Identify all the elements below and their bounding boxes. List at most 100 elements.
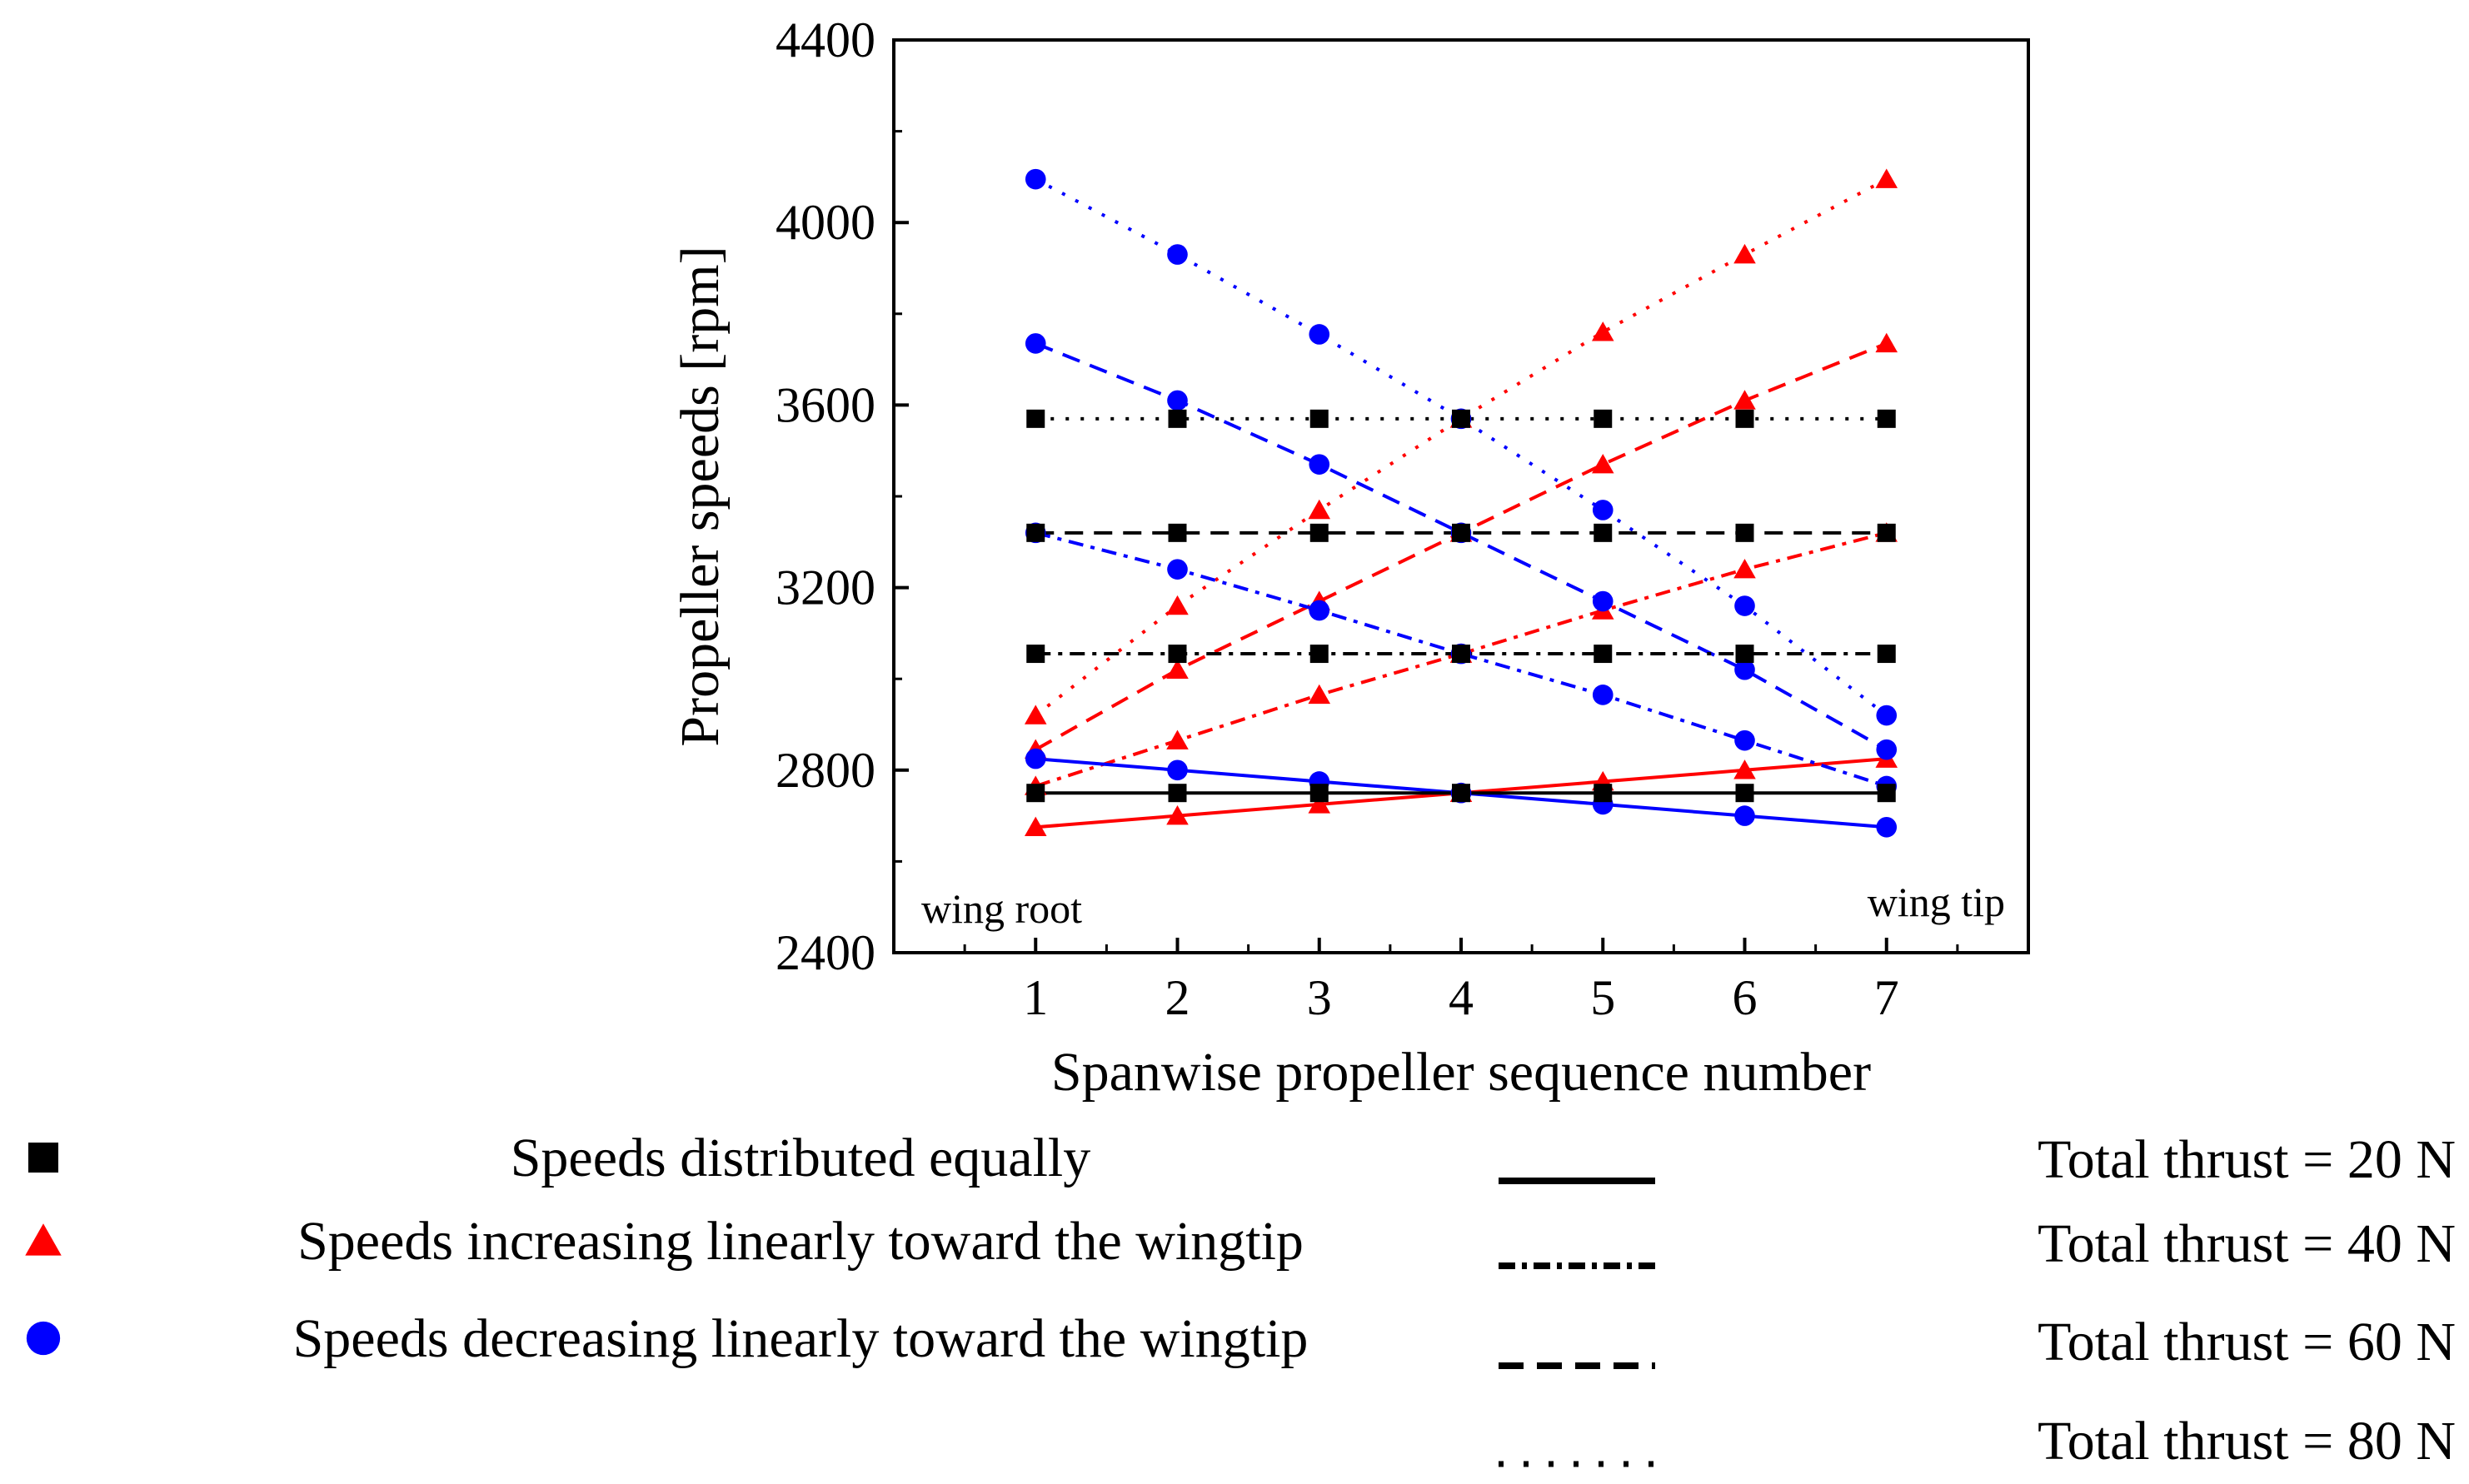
series-line	[1035, 177, 1888, 717]
data-point	[1308, 794, 1331, 814]
data-point	[1592, 590, 1614, 612]
x-axis-ticks: 1 2 3 4 5 6 7	[963, 938, 1959, 1025]
data-point	[1734, 730, 1755, 751]
data-point	[1877, 645, 1896, 664]
data-point	[1734, 659, 1755, 680]
y-tick-label: 3200	[776, 560, 875, 615]
legend-marker	[25, 1223, 62, 1256]
data-point	[1735, 409, 1754, 428]
data-point	[1309, 409, 1329, 428]
data-point	[1452, 784, 1470, 803]
x-tick-label: 1	[1023, 970, 1048, 1025]
data-point	[1309, 600, 1330, 621]
data-point	[1594, 523, 1613, 542]
data-point	[1026, 645, 1045, 664]
legend-thrust-label: Total thrust = 20 N	[2038, 1129, 2456, 1190]
data-point	[1875, 168, 1898, 188]
data-point	[1024, 816, 1047, 837]
legend-markers: Speeds distributed equally Speeds increas…	[25, 1128, 1308, 1369]
data-point	[1876, 705, 1898, 726]
data-point	[1452, 645, 1470, 664]
data-point	[1875, 332, 1898, 353]
x-tick-label: 7	[1874, 970, 1899, 1025]
data-point	[1166, 595, 1189, 615]
y-tick-label: 4400	[776, 12, 875, 67]
data-point	[1735, 523, 1754, 542]
data-point	[1452, 523, 1470, 542]
data-point	[1168, 645, 1187, 664]
legend-distribution-label: Speeds decreasing linearly toward the wi…	[293, 1308, 1309, 1369]
data-point	[1166, 730, 1189, 749]
data-point	[1168, 523, 1187, 542]
data-point	[1167, 244, 1188, 265]
data-point	[1026, 409, 1045, 428]
data-point	[1308, 499, 1331, 520]
data-point	[1025, 333, 1046, 354]
data-point	[1735, 784, 1754, 803]
x-tick-label: 2	[1165, 970, 1190, 1025]
data-point	[1167, 559, 1188, 580]
data-point	[1309, 645, 1329, 664]
data-point	[1309, 523, 1329, 542]
data-point	[1166, 804, 1189, 825]
legend-marker	[26, 1321, 61, 1356]
data-point	[1592, 685, 1614, 705]
data-point	[1025, 168, 1046, 190]
data-point	[1733, 390, 1756, 410]
data-point	[1592, 500, 1614, 520]
data-point	[1734, 595, 1755, 616]
y-tick-label: 2800	[776, 743, 875, 798]
legend-marker	[28, 1143, 58, 1173]
data-point	[1591, 453, 1614, 474]
data-point	[1309, 454, 1330, 475]
data-point	[1026, 523, 1045, 542]
x-axis-title: Spanwise propeller sequence number	[1051, 1042, 1871, 1103]
data-point	[1025, 748, 1046, 769]
data-point	[1026, 784, 1045, 803]
y-axis-title: Propeller speeds [rpm]	[670, 246, 731, 746]
data-point	[1876, 816, 1898, 838]
data-point	[1024, 705, 1047, 725]
legend-thrust-label: Total thrust = 80 N	[2038, 1411, 2456, 1472]
data-point	[1733, 243, 1756, 264]
data-point	[1876, 739, 1898, 760]
data-point	[1309, 324, 1330, 345]
data-point	[1167, 759, 1188, 781]
x-tick-label: 3	[1307, 970, 1332, 1025]
data-point	[1733, 559, 1756, 579]
data-point	[1168, 409, 1187, 428]
wing-tip-annotation: wing tip	[1868, 879, 2005, 925]
y-tick-label: 4000	[776, 195, 875, 250]
data-point	[1877, 784, 1896, 803]
data-point	[1452, 409, 1470, 428]
x-tick-label: 6	[1733, 970, 1758, 1025]
x-tick-label: 4	[1449, 970, 1474, 1025]
data-point	[1594, 409, 1613, 428]
series-line	[1035, 341, 1888, 751]
y-axis-ticks: 2400 2800 3200 3600 4000 4400	[776, 12, 909, 980]
data-point	[1166, 659, 1189, 679]
wing-root-annotation: wing root	[921, 885, 1082, 932]
plot-frame	[892, 38, 2030, 954]
y-tick-label: 3600	[776, 377, 875, 432]
data-point	[1309, 784, 1329, 803]
series-line	[1035, 177, 1888, 717]
data-point	[1591, 321, 1614, 341]
data-point	[1594, 784, 1613, 803]
data-point	[1734, 805, 1755, 826]
x-tick-label: 5	[1590, 970, 1615, 1025]
series-line	[1035, 341, 1888, 751]
legend-thrust-label: Total thrust = 60 N	[2038, 1312, 2456, 1372]
legend-thrust-label: Total thrust = 40 N	[2038, 1213, 2456, 1274]
series-lines	[1035, 177, 1888, 829]
data-point	[1733, 759, 1756, 779]
data-point	[1594, 645, 1613, 664]
legend-distribution-label: Speeds increasing linearly toward the wi…	[297, 1211, 1304, 1272]
data-point	[1308, 684, 1331, 705]
data-point	[1168, 784, 1187, 803]
legend-distribution-label: Speeds distributed equally	[511, 1128, 1091, 1188]
y-tick-label: 2400	[776, 925, 875, 980]
data-point	[1167, 390, 1188, 411]
data-point	[1877, 523, 1896, 542]
data-point	[1735, 645, 1754, 664]
